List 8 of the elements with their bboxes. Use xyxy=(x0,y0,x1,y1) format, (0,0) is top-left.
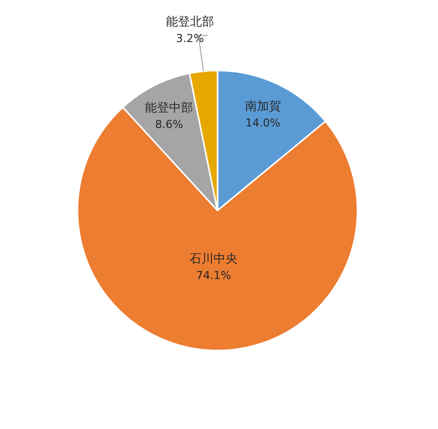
data-label: 14.0% xyxy=(245,116,280,130)
data-label: 74.1% xyxy=(196,268,232,282)
data-label: 8.6% xyxy=(155,118,184,132)
slice-label: 能登北部 xyxy=(166,14,214,28)
slice-label: 能登中部 xyxy=(145,100,194,115)
slice-label: 南加賀 xyxy=(244,99,281,114)
slice-label: 石川中央 xyxy=(190,251,238,266)
data-label: 3.2% xyxy=(176,32,204,45)
